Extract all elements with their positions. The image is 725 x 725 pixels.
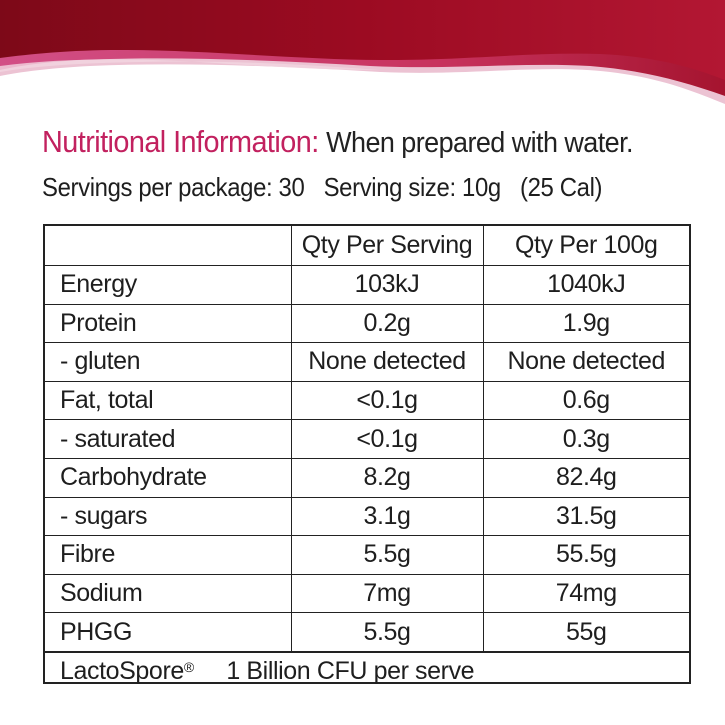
table-row: - gluten None detected None detected <box>45 342 689 382</box>
nutrient-name: - saturated <box>45 419 292 459</box>
servings-line: Servings per package: 30 Serving size: 1… <box>42 172 615 203</box>
nutrient-name: Fat, total <box>45 380 292 421</box>
qty-per-serving: 3.1g <box>290 496 484 537</box>
servings-per-package: Servings per package: 30 <box>42 172 305 202</box>
qty-per-100g: 1.9g <box>482 303 689 344</box>
table-row: Carbohydrate 8.2g 82.4g <box>45 457 689 498</box>
header-qty-per-100g: Qty Per 100g <box>482 226 689 266</box>
qty-per-serving: <0.1g <box>290 419 484 459</box>
lactospore-name: LactoSpore <box>60 656 184 685</box>
nutrient-name: PHGG <box>45 612 292 652</box>
nutrient-name: Fibre <box>45 535 292 575</box>
nutrition-heading: Nutritional Information: When prepared w… <box>42 124 634 160</box>
nutrient-name: Carbohydrate <box>45 457 292 498</box>
registered-mark: ® <box>183 658 194 675</box>
decorative-wave-banner <box>0 0 725 104</box>
qty-per-100g: 1040kJ <box>482 265 689 305</box>
table-row: Energy 103kJ 1040kJ <box>45 265 689 305</box>
header-blank <box>45 226 292 266</box>
heading-label: Nutritional Information: <box>42 124 319 159</box>
serving-size: Serving size: 10g <box>323 172 502 202</box>
qty-per-100g: 82.4g <box>482 457 689 498</box>
nutrient-name: - gluten <box>45 342 292 382</box>
qty-per-serving: <0.1g <box>290 380 484 421</box>
heading-note: When prepared with water. <box>326 127 633 159</box>
qty-per-serving: 5.5g <box>290 612 484 652</box>
qty-per-serving: 5.5g <box>290 535 484 575</box>
table-row: Sodium 7mg 74mg <box>45 573 689 614</box>
qty-per-100g: 55.5g <box>482 535 689 575</box>
table-header-row: Qty Per Serving Qty Per 100g <box>45 226 689 266</box>
header-qty-per-serving: Qty Per Serving <box>290 226 484 266</box>
table-row: - sugars 3.1g 31.5g <box>45 496 689 537</box>
qty-per-serving: 8.2g <box>290 457 484 498</box>
nutrition-table: Qty Per Serving Qty Per 100g Energy 103kJ… <box>45 226 689 652</box>
table-row: Fibre 5.5g 55.5g <box>45 535 689 575</box>
qty-per-100g: 0.6g <box>482 380 689 421</box>
lactospore-value: 1 Billion CFU per serve <box>226 656 475 685</box>
qty-per-100g: 31.5g <box>482 496 689 537</box>
nutrient-name: Energy <box>45 265 292 305</box>
qty-per-serving: None detected <box>290 342 484 382</box>
table-row: Protein 0.2g 1.9g <box>45 303 689 344</box>
qty-per-serving: 103kJ <box>290 265 484 305</box>
nutrient-name: Sodium <box>45 573 292 614</box>
qty-per-100g: 55g <box>482 612 689 652</box>
qty-per-100g: 0.3g <box>482 419 689 459</box>
qty-per-100g: None detected <box>482 342 689 382</box>
qty-per-serving: 0.2g <box>290 303 484 344</box>
nutrient-name: Protein <box>45 303 292 344</box>
serving-calories: (25 Cal) <box>519 172 603 202</box>
table-row: PHGG 5.5g 55g <box>45 612 689 652</box>
nutrient-name: - sugars <box>45 496 292 537</box>
table-row: - saturated <0.1g 0.3g <box>45 419 689 459</box>
qty-per-serving: 7mg <box>290 573 484 614</box>
nutrition-panel: Qty Per Serving Qty Per 100g Energy 103kJ… <box>43 224 691 685</box>
lactospore-row: LactoSpore® 1 Billion CFU per serve <box>45 651 689 694</box>
qty-per-100g: 74mg <box>482 573 689 614</box>
table-row: Fat, total <0.1g 0.6g <box>45 380 689 421</box>
